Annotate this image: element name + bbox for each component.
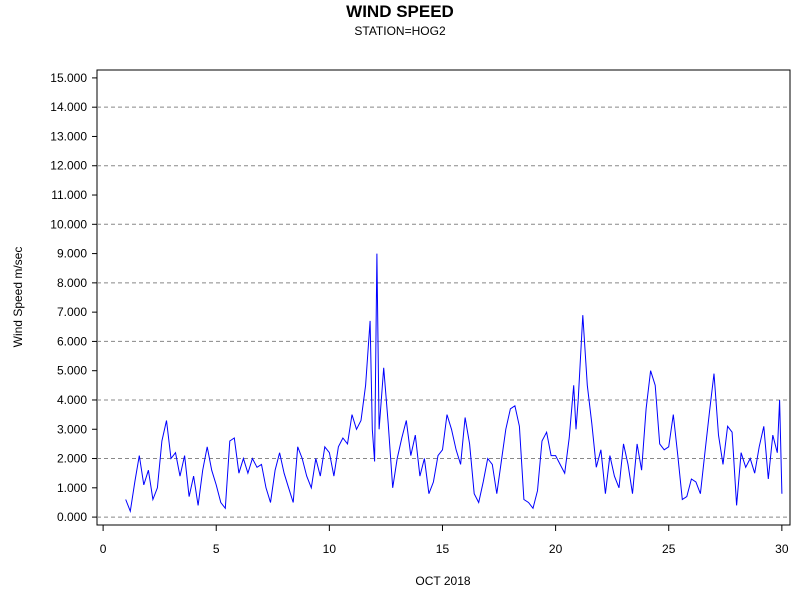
y-tick-label: 2.000	[57, 452, 87, 466]
y-tick-label: 11.000	[51, 188, 87, 202]
x-tick-label: 20	[549, 542, 563, 556]
x-tick-label: 0	[100, 542, 107, 556]
x-tick-label: 15	[436, 542, 450, 556]
y-tick-label: 13.000	[50, 129, 87, 143]
y-tick-label: 6.000	[57, 334, 87, 348]
x-tick-label: 30	[775, 542, 789, 556]
y-tick-label: 4.000	[57, 393, 87, 407]
chart-title: WIND SPEED	[346, 2, 454, 21]
x-tick-label: 25	[662, 542, 676, 556]
chart-subtitle: STATION=HOG2	[354, 24, 446, 38]
y-tick-label: 15.000	[50, 71, 87, 85]
y-tick-label: 14.000	[50, 100, 87, 114]
x-axis-label: OCT 2018	[415, 574, 470, 588]
x-tick-label: 10	[323, 542, 337, 556]
y-tick-label: 1.000	[57, 481, 87, 495]
y-axis-label: Wind Speed m/sec	[11, 247, 25, 348]
y-tick-label: 7.000	[57, 305, 87, 319]
y-tick-label: 12.000	[50, 159, 87, 173]
y-tick-label: 10.000	[50, 217, 87, 231]
y-tick-label: 9.000	[57, 247, 87, 261]
plot-frame	[96, 69, 791, 526]
data-line	[125, 253, 783, 514]
y-tick-label: 3.000	[57, 422, 87, 436]
y-tick-label: 0.000	[57, 510, 87, 524]
y-tick-label: 5.000	[57, 364, 87, 378]
x-tick-label: 5	[213, 542, 220, 556]
y-tick-label: 8.000	[57, 276, 87, 290]
